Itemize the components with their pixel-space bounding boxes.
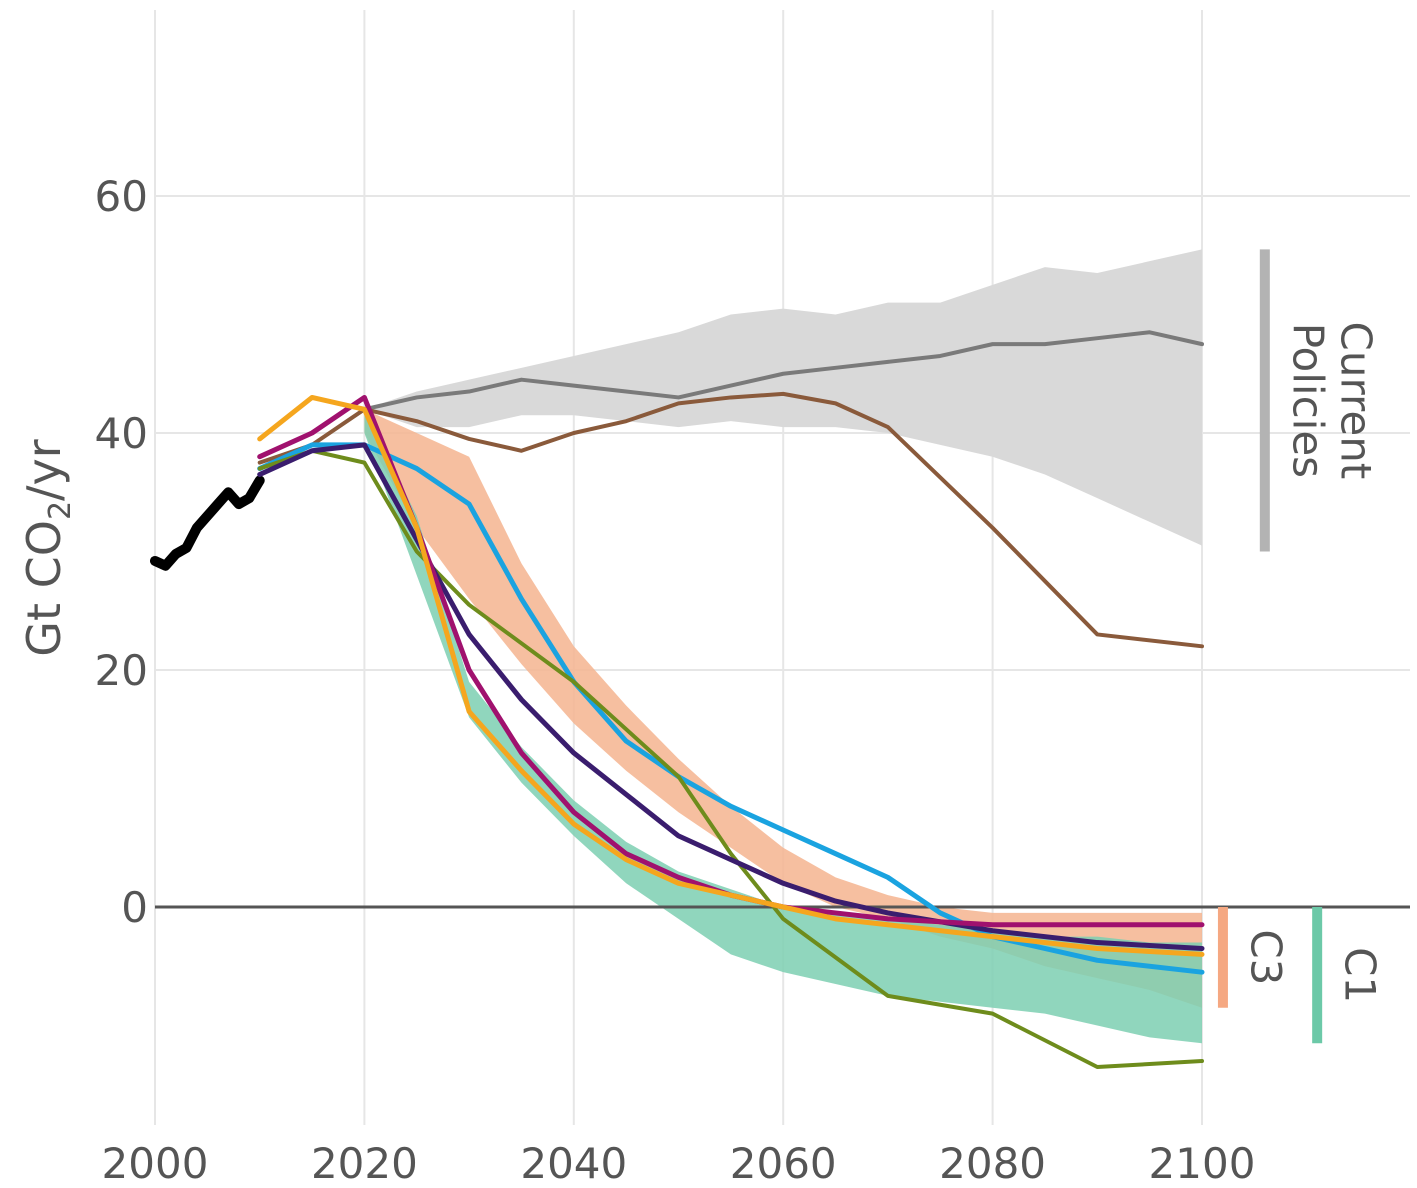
y-axis-label-unit: /yr: [17, 439, 71, 501]
bracket-label: Policies: [1283, 323, 1332, 478]
x-tick-label: 2040: [520, 1139, 627, 1188]
series-line-2: [257, 391, 1204, 649]
y-tick-label: 20: [95, 646, 148, 695]
series-line-1: [362, 330, 1204, 412]
y-tick-label: 0: [121, 883, 148, 932]
x-tick-label: 2000: [102, 1139, 209, 1188]
y-axis-label-subscript: 2: [43, 501, 78, 520]
grid-layer: [154, 10, 1410, 1125]
x-tick-label: 2080: [939, 1139, 1046, 1188]
x-tick-label: 2060: [730, 1139, 837, 1188]
x-tick-label: 2020: [311, 1139, 418, 1188]
series-line-7: [257, 394, 1205, 957]
series-line-historical: [150, 475, 265, 571]
band-current-policies: [364, 249, 1202, 546]
bracket-label: Current: [1331, 322, 1380, 480]
bracket-label: C3: [1241, 929, 1290, 985]
y-tick-label: 60: [95, 172, 148, 221]
y-tick-label: 40: [95, 409, 148, 458]
y-axis-label-main: Gt CO: [17, 520, 71, 657]
y-axis-label: Gt CO2/yr: [17, 439, 78, 656]
bracket-label: C1: [1336, 947, 1385, 1003]
x-tick-label: 2100: [1149, 1139, 1256, 1188]
series-line-4: [257, 448, 1204, 1069]
series-layer: [150, 330, 1205, 1069]
